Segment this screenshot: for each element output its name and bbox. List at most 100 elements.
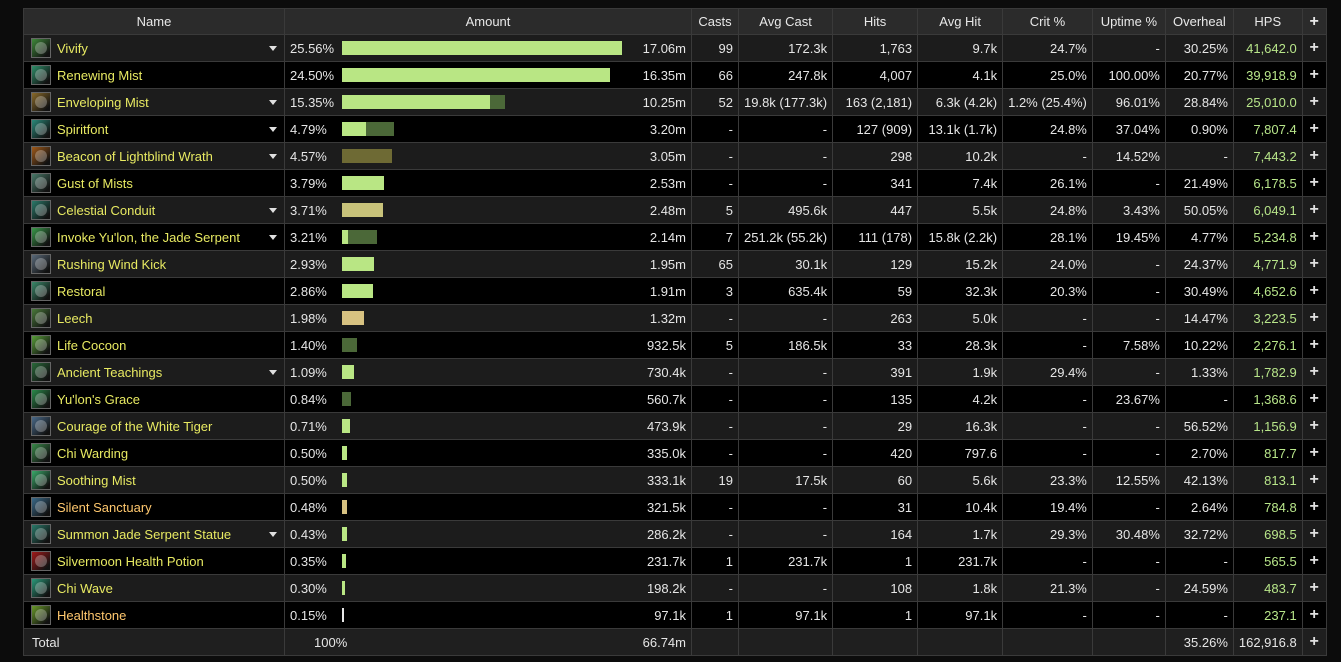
amount-value: 97.1k — [654, 607, 686, 623]
row-plus-button[interactable]: + — [1301, 601, 1327, 629]
col-header-amount[interactable]: Amount — [284, 8, 692, 35]
amount-bar — [342, 95, 632, 109]
row-plus-button[interactable]: + — [1301, 196, 1327, 224]
col-header-overheal[interactable]: Overheal — [1164, 8, 1234, 35]
amount-bar — [342, 473, 632, 487]
spell-name-link[interactable]: Vivify — [57, 40, 88, 56]
row-plus-button[interactable]: + — [1301, 493, 1327, 521]
spell-name-link[interactable]: Ancient Teachings — [57, 364, 163, 380]
spell-name-link[interactable]: Courage of the White Tiger — [57, 418, 213, 434]
avg-hit-cell: 1.9k — [917, 358, 1004, 386]
spell-name-link[interactable]: Summon Jade Serpent Statue — [57, 526, 232, 542]
row-plus-button[interactable]: + — [1301, 304, 1327, 332]
vivify-icon — [31, 38, 51, 58]
amount-bar-segment — [342, 284, 374, 298]
crit-cell: 21.3% — [1002, 574, 1093, 602]
total-hits — [832, 628, 919, 656]
hits-cell: 129 — [832, 250, 919, 278]
amount-bar-segment — [342, 500, 348, 514]
casts-cell: 3 — [691, 277, 739, 305]
chevron-down-icon[interactable] — [269, 531, 277, 537]
overheal-cell: 32.72% — [1164, 520, 1234, 548]
amount-bar-segment — [342, 68, 611, 82]
row-plus-button[interactable]: + — [1301, 223, 1327, 251]
amount-value: 231.7k — [646, 553, 686, 569]
uptime-cell: - — [1091, 439, 1166, 467]
amount-bar-segment — [342, 473, 348, 487]
spell-name-link[interactable]: Spiritfont — [57, 121, 109, 137]
spell-name-link[interactable]: Life Cocoon — [57, 337, 127, 353]
avg-hit-cell: 28.3k — [917, 331, 1004, 359]
amount-bar — [342, 311, 632, 325]
amount-bar — [342, 149, 632, 163]
row-plus-button[interactable]: + — [1301, 412, 1327, 440]
col-header-crit[interactable]: Crit % — [1002, 8, 1093, 35]
col-header-avg-cast[interactable]: Avg Cast — [737, 8, 834, 35]
spell-name-link[interactable]: Soothing Mist — [57, 472, 136, 488]
spell-name-link[interactable]: Leech — [57, 310, 93, 326]
row-plus-button[interactable]: + — [1301, 34, 1327, 62]
row-plus-button[interactable]: + — [1301, 547, 1327, 575]
spell-name-link[interactable]: Enveloping Mist — [57, 94, 149, 110]
spell-name-link[interactable]: Rushing Wind Kick — [57, 256, 167, 272]
restoral-icon — [31, 281, 51, 301]
row-plus-button[interactable]: + — [1301, 520, 1327, 548]
row-plus-button[interactable]: + — [1301, 169, 1327, 197]
amount-cell: 0.30% 198.2k — [284, 574, 692, 602]
crit-cell: 23.3% — [1002, 466, 1093, 494]
spell-name-link[interactable]: Celestial Conduit — [57, 202, 156, 218]
row-plus-button[interactable]: + — [1301, 385, 1327, 413]
name-cell: Life Cocoon — [23, 331, 285, 359]
casts-cell: - — [691, 412, 739, 440]
avg-cast-cell: 186.5k — [737, 331, 834, 359]
col-header-casts[interactable]: Casts — [691, 8, 739, 35]
row-plus-button[interactable]: + — [1301, 277, 1327, 305]
soothing-mist-icon — [31, 470, 51, 490]
chevron-down-icon[interactable] — [269, 126, 277, 132]
row-plus-button[interactable]: + — [1301, 331, 1327, 359]
spell-name-link[interactable]: Beacon of Lightblind Wrath — [57, 148, 213, 164]
col-header-hits[interactable]: Hits — [832, 8, 919, 35]
row-plus-button[interactable]: + — [1301, 574, 1327, 602]
spell-name-link[interactable]: Restoral — [57, 283, 106, 299]
chevron-down-icon[interactable] — [269, 207, 277, 213]
amount-bar-segment — [342, 338, 358, 352]
col-header-uptime[interactable]: Uptime % — [1091, 8, 1166, 35]
row-plus-button[interactable]: + — [1301, 115, 1327, 143]
row-plus-button[interactable]: + — [1301, 88, 1327, 116]
spell-name-link[interactable]: Gust of Mists — [57, 175, 133, 191]
col-header-name[interactable]: Name — [23, 8, 285, 35]
total-plus-button[interactable]: + — [1301, 628, 1327, 656]
hits-cell: 163 (2,181) — [832, 88, 919, 116]
amount-value: 333.1k — [646, 472, 686, 488]
amount-bar — [342, 338, 632, 352]
amount-percent: 1.98% — [290, 310, 327, 326]
spell-name-link[interactable]: Invoke Yu'lon, the Jade Serpent — [57, 229, 240, 245]
col-header-hps[interactable]: HPS — [1232, 8, 1303, 35]
amount-cell: 0.84% 560.7k — [284, 385, 692, 413]
col-header-avg-hit[interactable]: Avg Hit — [917, 8, 1004, 35]
chevron-down-icon[interactable] — [269, 234, 277, 240]
row-plus-button[interactable]: + — [1301, 250, 1327, 278]
uptime-cell: - — [1091, 412, 1166, 440]
chevron-down-icon[interactable] — [269, 369, 277, 375]
spell-name-link[interactable]: Chi Wave — [57, 580, 113, 596]
row-plus-button[interactable]: + — [1301, 439, 1327, 467]
chevron-down-icon[interactable] — [269, 99, 277, 105]
spell-name-link[interactable]: Healthstone — [57, 607, 127, 623]
spell-name-link[interactable]: Silent Sanctuary — [57, 499, 152, 515]
row-plus-button[interactable]: + — [1301, 466, 1327, 494]
avg-cast-cell: - — [737, 520, 834, 548]
casts-cell: - — [691, 304, 739, 332]
amount-percent: 0.50% — [290, 472, 327, 488]
add-column-button[interactable]: + — [1301, 8, 1327, 35]
row-plus-button[interactable]: + — [1301, 142, 1327, 170]
chevron-down-icon[interactable] — [269, 153, 277, 159]
spell-name-link[interactable]: Yu'lon's Grace — [57, 391, 141, 407]
spell-name-link[interactable]: Renewing Mist — [57, 67, 143, 83]
row-plus-button[interactable]: + — [1301, 358, 1327, 386]
spell-name-link[interactable]: Silvermoon Health Potion — [57, 553, 204, 569]
spell-name-link[interactable]: Chi Warding — [57, 445, 129, 461]
row-plus-button[interactable]: + — [1301, 61, 1327, 89]
chevron-down-icon[interactable] — [269, 45, 277, 51]
